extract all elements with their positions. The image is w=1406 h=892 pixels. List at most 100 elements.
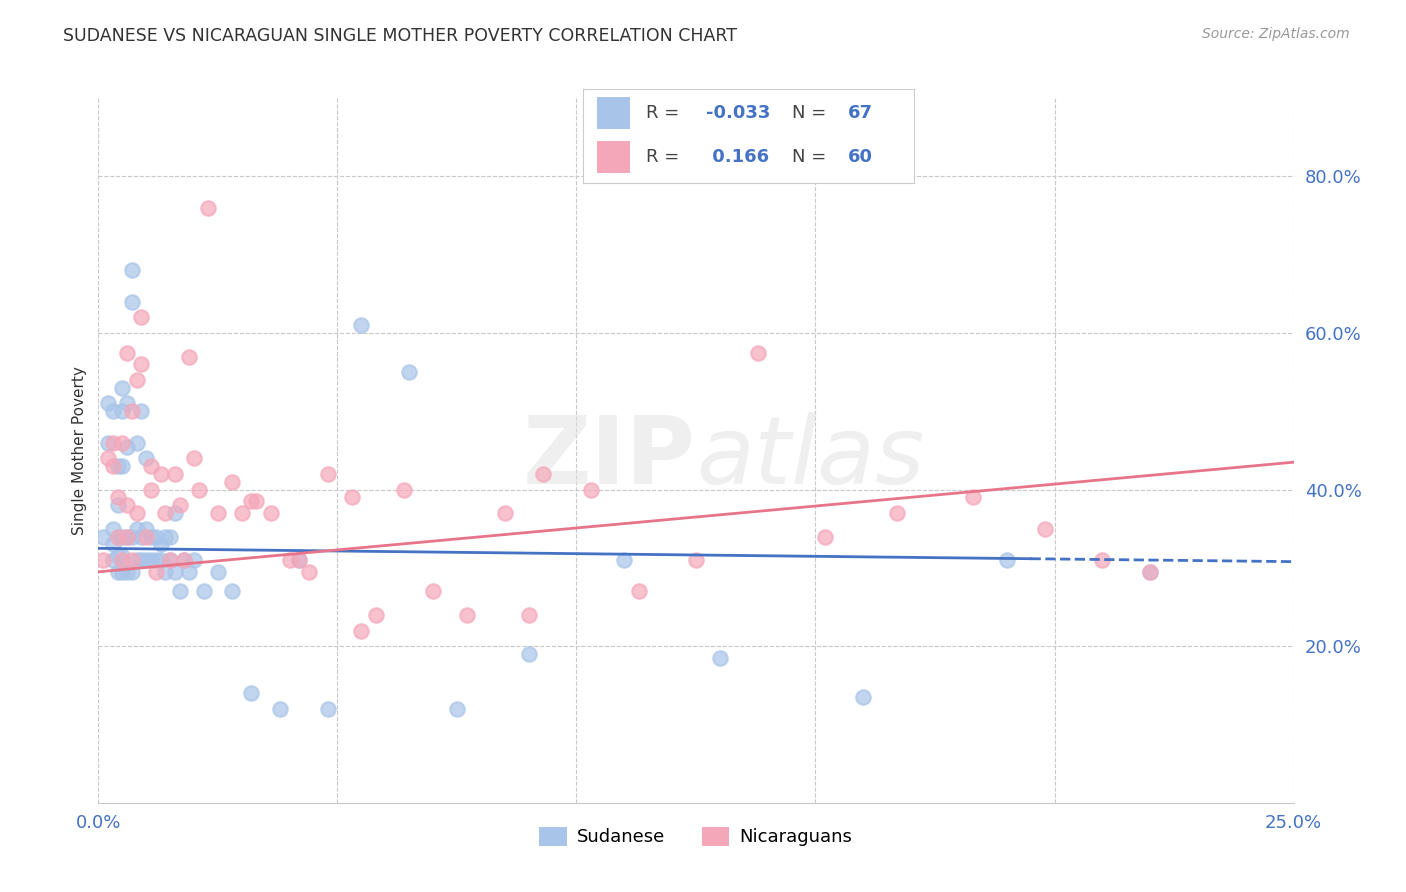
Point [517, 607, 540, 622]
Point [111, 549, 134, 564]
Point [531, 467, 554, 481]
Point [131, 553, 153, 567]
Point [259, 506, 281, 520]
Point [139, 459, 162, 474]
Point [107, 459, 129, 474]
Point [350, 624, 373, 638]
Point [627, 584, 650, 599]
Point [145, 553, 167, 567]
Point [121, 553, 143, 567]
Point [422, 584, 444, 599]
Point [139, 483, 162, 497]
Text: atlas: atlas [696, 412, 924, 503]
Point [169, 584, 191, 599]
Point [111, 553, 134, 567]
Legend: Sudanese, Nicaraguans: Sudanese, Nicaraguans [533, 820, 859, 854]
Point [135, 530, 157, 544]
Point [245, 494, 267, 508]
Point [316, 702, 339, 716]
Point [135, 553, 157, 567]
Point [155, 530, 177, 544]
Point [115, 440, 138, 454]
Point [221, 584, 243, 599]
Point [1139, 565, 1161, 579]
Text: SUDANESE VS NICARAGUAN SINGLE MOTHER POVERTY CORRELATION CHART: SUDANESE VS NICARAGUAN SINGLE MOTHER POV… [63, 27, 737, 45]
Point [962, 491, 984, 505]
Point [125, 435, 148, 450]
Point [814, 530, 837, 544]
Point [197, 201, 219, 215]
Point [101, 537, 124, 551]
Bar [596, 141, 630, 173]
Point [240, 686, 263, 700]
Point [135, 522, 157, 536]
Point [115, 498, 138, 512]
Text: N =: N = [792, 148, 831, 166]
Point [1033, 522, 1056, 536]
Point [125, 522, 148, 536]
Point [240, 494, 263, 508]
Point [125, 373, 148, 387]
Point [709, 651, 731, 665]
Point [747, 345, 769, 359]
Point [101, 459, 124, 474]
Point [340, 491, 363, 505]
Text: ZIP: ZIP [523, 411, 696, 503]
Point [107, 565, 129, 579]
Point [91, 553, 114, 567]
Point [398, 365, 420, 379]
Point [173, 553, 195, 567]
Point [207, 565, 229, 579]
Point [139, 530, 162, 544]
Point [288, 553, 311, 567]
Point [298, 565, 321, 579]
Point [155, 565, 177, 579]
Point [183, 553, 205, 567]
Point [131, 530, 153, 544]
Text: 60: 60 [848, 148, 873, 166]
Point [101, 435, 124, 450]
Point [179, 565, 201, 579]
Point [364, 607, 387, 622]
Point [179, 350, 201, 364]
Point [1139, 565, 1161, 579]
Point [115, 396, 138, 410]
Point [97, 435, 120, 450]
Point [149, 553, 172, 567]
Point [97, 451, 120, 466]
Point [107, 498, 129, 512]
Point [131, 404, 153, 418]
Point [231, 506, 253, 520]
Point [207, 506, 229, 520]
Point [145, 530, 167, 544]
Point [995, 553, 1018, 567]
Text: N =: N = [792, 104, 831, 122]
Bar [596, 96, 630, 129]
Point [517, 647, 540, 661]
Point [187, 483, 209, 497]
Point [886, 506, 908, 520]
Point [121, 565, 143, 579]
Point [101, 553, 124, 567]
Point [115, 565, 138, 579]
Point [111, 435, 134, 450]
Point [579, 483, 602, 497]
Point [131, 310, 153, 325]
Point [149, 537, 172, 551]
Point [97, 396, 120, 410]
Point [316, 467, 339, 481]
Point [111, 565, 134, 579]
Point [121, 294, 143, 309]
Point [115, 345, 138, 359]
Point [159, 553, 181, 567]
Text: R =: R = [647, 104, 685, 122]
Point [111, 530, 134, 544]
Point [121, 263, 143, 277]
Point [107, 549, 129, 564]
Point [221, 475, 243, 489]
Point [394, 483, 416, 497]
Point [121, 404, 143, 418]
Point [1091, 553, 1114, 567]
Point [111, 381, 134, 395]
Point [852, 690, 875, 705]
